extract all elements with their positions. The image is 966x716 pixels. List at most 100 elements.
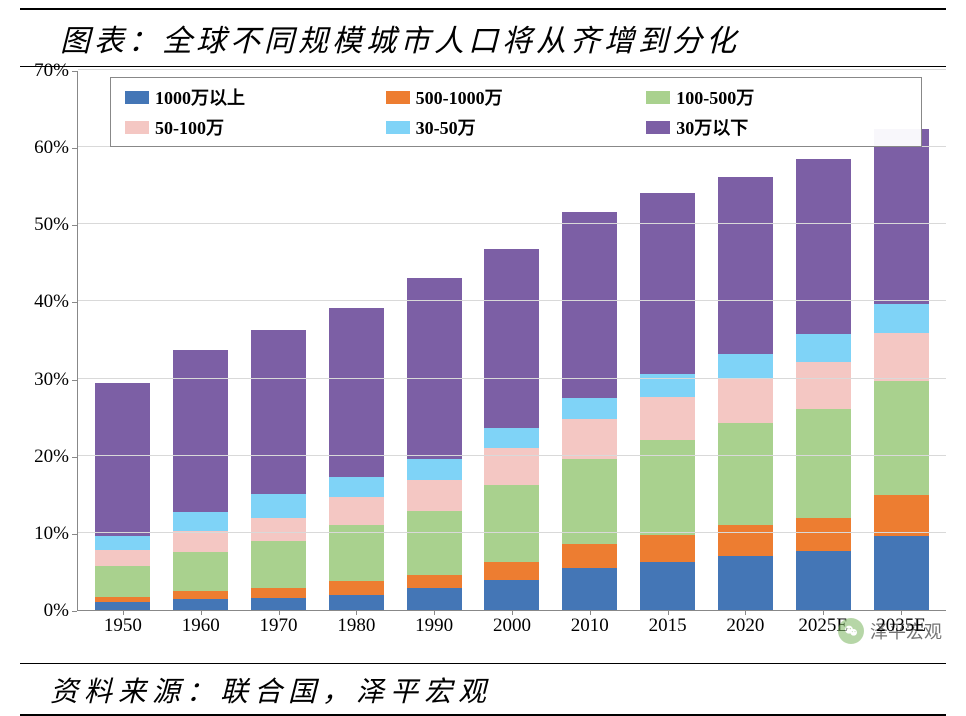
legend-swatch — [125, 91, 149, 104]
bar-segment — [484, 448, 539, 485]
bar-segment — [718, 556, 773, 610]
bar — [407, 278, 462, 610]
bar-segment — [640, 397, 695, 439]
bar-segment — [640, 535, 695, 562]
bar-segment — [251, 494, 306, 518]
x-tick — [901, 610, 902, 615]
legend-swatch — [646, 121, 670, 134]
legend-item: 500-1000万 — [386, 82, 647, 112]
bar-segment — [95, 566, 150, 597]
bar — [874, 129, 929, 610]
bar-segment — [718, 379, 773, 423]
legend: 1000万以上500-1000万100-500万50-100万30-50万30万… — [110, 77, 922, 147]
bar-segment — [874, 495, 929, 536]
bar-segment — [329, 308, 384, 476]
gridline — [78, 69, 946, 70]
bar-segment — [95, 383, 150, 536]
legend-item: 50-100万 — [125, 112, 386, 142]
y-tick-label: 60% — [34, 137, 69, 159]
bar-segment — [407, 278, 462, 459]
wechat-icon — [838, 618, 864, 644]
bar — [484, 249, 539, 610]
x-tick — [823, 610, 824, 615]
bar-segment — [562, 419, 617, 458]
bar — [173, 350, 228, 610]
bar-segment — [718, 525, 773, 556]
gridline — [78, 532, 946, 533]
bar-segment — [407, 575, 462, 588]
x-tick — [745, 610, 746, 615]
bar-segment — [874, 129, 929, 304]
bar-segment — [173, 350, 228, 512]
bar-segment — [329, 525, 384, 581]
x-tick — [279, 610, 280, 615]
watermark-text: 泽平宏观 — [870, 618, 942, 644]
bar-segment — [329, 497, 384, 525]
x-tick-label: 2000 — [484, 615, 539, 637]
y-tick-label: 70% — [34, 60, 69, 82]
grid-area — [78, 71, 946, 611]
legend-label: 1000万以上 — [155, 84, 245, 110]
watermark: 泽平宏观 — [838, 618, 942, 644]
bar-segment — [173, 512, 228, 531]
bar-segment — [718, 423, 773, 525]
x-tick-label: 2010 — [562, 615, 617, 637]
bar-segment — [640, 562, 695, 610]
source-text: 资料来源：联合国，泽平宏观 — [20, 663, 946, 716]
bar — [95, 383, 150, 610]
legend-item: 30万以下 — [646, 112, 907, 142]
bar-segment — [718, 354, 773, 379]
x-tick — [434, 610, 435, 615]
bar-segment — [407, 588, 462, 610]
bar-segment — [95, 602, 150, 610]
bar-segment — [251, 518, 306, 541]
bar-segment — [796, 409, 851, 518]
bar-segment — [484, 485, 539, 562]
bar — [796, 159, 851, 610]
bar-segment — [718, 177, 773, 354]
bar-segment — [484, 562, 539, 580]
x-tick-label: 2015 — [640, 615, 695, 637]
legend-label: 500-1000万 — [416, 84, 503, 110]
bar-segment — [796, 159, 851, 334]
bar-segment — [173, 599, 228, 610]
x-tick-label: 1970 — [251, 615, 306, 637]
bar-segment — [407, 459, 462, 480]
bar-segment — [251, 588, 306, 598]
legend-label: 30万以下 — [676, 114, 748, 140]
legend-item: 30-50万 — [386, 112, 647, 142]
y-tick-label: 50% — [34, 214, 69, 236]
x-tick — [201, 610, 202, 615]
x-axis-labels: 1950196019701980199020002010201520202025… — [20, 615, 946, 637]
legend-swatch — [386, 91, 410, 104]
bar — [251, 330, 306, 610]
chart-container: 图表：全球不同规模城市人口将从齐增到分化 1000万以上500-1000万100… — [0, 0, 966, 672]
bar — [718, 177, 773, 610]
bars-row — [78, 71, 946, 610]
bar-segment — [562, 212, 617, 398]
y-tick-label: 10% — [34, 523, 69, 545]
legend-label: 50-100万 — [155, 114, 224, 140]
bar-segment — [874, 536, 929, 610]
bar-segment — [796, 334, 851, 363]
chart-title: 图表：全球不同规模城市人口将从齐增到分化 — [20, 8, 946, 67]
bar-segment — [329, 595, 384, 610]
plot-area: 1000万以上500-1000万100-500万50-100万30-50万30万… — [20, 71, 946, 611]
bar-segment — [173, 552, 228, 591]
gridline — [78, 223, 946, 224]
bar-segment — [562, 568, 617, 610]
x-tick — [356, 610, 357, 615]
legend-swatch — [125, 121, 149, 134]
x-tick-label: 1960 — [173, 615, 228, 637]
bar-segment — [95, 536, 150, 550]
bar-segment — [796, 362, 851, 409]
gridline — [78, 300, 946, 301]
x-tick-label: 1980 — [329, 615, 384, 637]
x-tick — [123, 610, 124, 615]
bar-segment — [329, 477, 384, 498]
legend-item: 1000万以上 — [125, 82, 386, 112]
bar-segment — [562, 544, 617, 568]
x-tick-label: 1990 — [407, 615, 462, 637]
bar-segment — [95, 550, 150, 566]
bar-segment — [407, 511, 462, 575]
